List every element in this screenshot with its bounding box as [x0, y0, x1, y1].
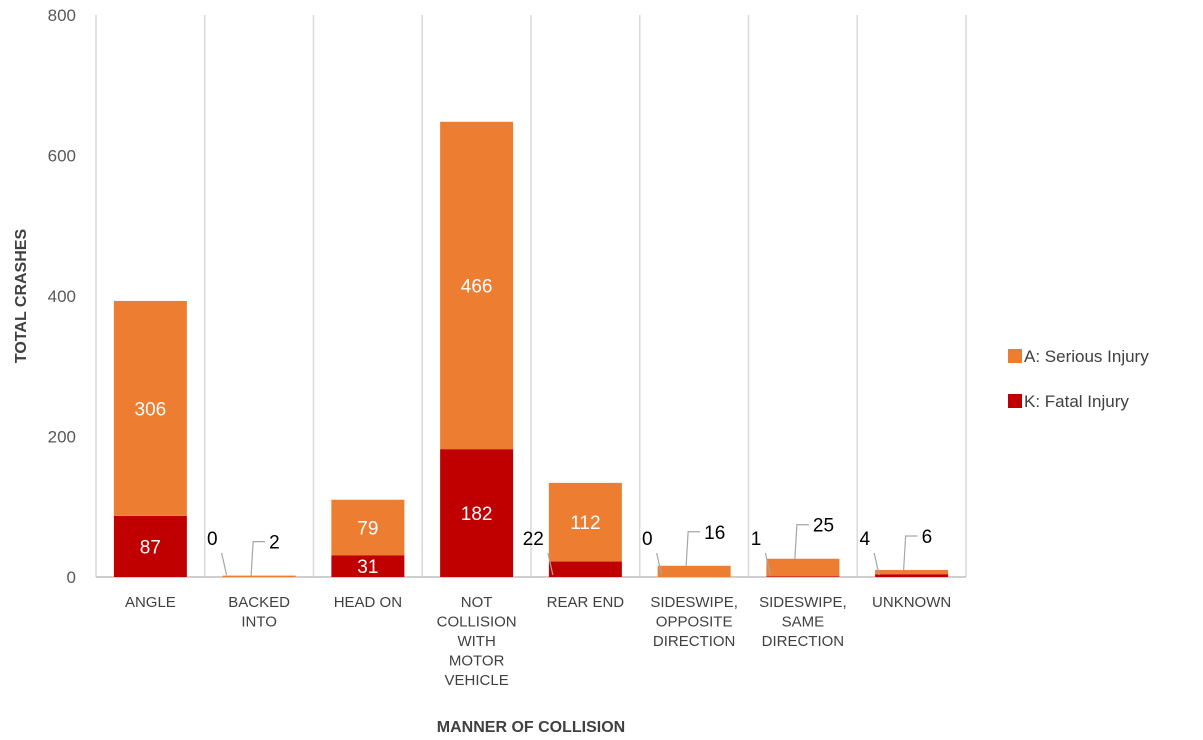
- data-label-serious: 6: [922, 527, 933, 548]
- data-label-serious: 25: [813, 516, 834, 537]
- data-label-serious: 2: [269, 533, 280, 554]
- data-label-fatal: 0: [207, 529, 218, 550]
- data-label-serious: 16: [704, 523, 725, 544]
- bar-serious-injury: [875, 569, 949, 575]
- gridlines: [95, 15, 967, 578]
- data-label-fatal: 22: [523, 529, 544, 550]
- x-category-label: HEAD ON: [334, 594, 402, 611]
- bar-fatal-injury: [548, 561, 622, 577]
- legend: A: Serious Injury K: Fatal Injury: [1008, 347, 1149, 411]
- bar-serious-injury: [657, 565, 731, 577]
- leader-line-fatal: [873, 552, 880, 576]
- leader-line-fatal: [221, 552, 228, 576]
- legend-swatch: [1008, 394, 1022, 408]
- y-tick-label: 200: [48, 428, 76, 447]
- data-label-fatal: 0: [642, 529, 653, 550]
- legend-label: A: Serious Injury: [1024, 347, 1149, 366]
- data-label-fatal: 4: [860, 529, 871, 550]
- data-label-serious: 79: [357, 518, 378, 539]
- data-label-fatal: 87: [140, 537, 161, 558]
- x-category-label: UNKNOWN: [872, 594, 951, 611]
- leader-line-serious: [250, 540, 266, 576]
- bar-fatal-injury: [875, 574, 949, 577]
- bar-fatal-injury: [331, 555, 405, 577]
- bar-serious-injury: [548, 482, 622, 562]
- data-label-serious: 112: [570, 513, 600, 534]
- x-axis-categories: ANGLE BACKED INTO HEAD ON NOT COLLISION WITH MO…: [125, 594, 951, 689]
- y-axis-title: TOTAL CRASHES: [13, 229, 30, 364]
- bars: [113, 121, 949, 577]
- data-label-serious: 306: [135, 399, 167, 420]
- data-label-fatal: 31: [357, 557, 378, 578]
- y-tick-label: 800: [48, 6, 76, 25]
- bar-serious-injury: [331, 499, 405, 556]
- y-axis-ticks: 0 200 400 600 800: [48, 6, 76, 587]
- x-axis-title: MANNER OF COLLISION: [437, 719, 625, 736]
- leader-line-fatal: [656, 552, 663, 576]
- x-category-label: BACKED INTO: [228, 594, 290, 631]
- leader-line-fatal: [547, 552, 554, 576]
- bar-serious-injury: [766, 558, 840, 577]
- leader-line-serious: [903, 535, 918, 571]
- bar-fatal-injury: [766, 576, 840, 577]
- y-tick-label: 600: [48, 147, 76, 166]
- leader-line-serious: [794, 524, 809, 559]
- leader-line-fatal: [764, 552, 771, 576]
- data-labels: 87 306 0 2 31 79 182 466 22 112 0 16 1 25 4 6: [135, 276, 933, 578]
- x-category-label: ANGLE: [125, 594, 176, 611]
- leader-line-serious: [685, 531, 701, 566]
- bar-fatal-injury: [113, 515, 187, 577]
- bar-serious-injury: [113, 300, 187, 516]
- data-label-serious: 466: [461, 276, 493, 297]
- y-tick-label: 400: [48, 287, 76, 306]
- y-tick-label: 0: [67, 568, 76, 587]
- x-category-label: NOT COLLISION WITH MOTOR VEHICLE: [437, 594, 517, 689]
- x-category-label: SIDESWIPE, SAME DIRECTION: [759, 594, 847, 650]
- data-label-fatal: 182: [461, 504, 493, 525]
- legend-label: K: Fatal Injury: [1024, 392, 1129, 411]
- bar-fatal-injury: [440, 449, 514, 577]
- bar-serious-injury: [222, 575, 296, 577]
- legend-swatch: [1008, 349, 1022, 363]
- x-category-label: REAR END: [547, 594, 625, 611]
- bar-serious-injury: [440, 121, 514, 450]
- data-label-fatal: 1: [751, 529, 762, 550]
- x-category-label: SIDESWIPE, OPPOSITE DIRECTION: [650, 594, 738, 650]
